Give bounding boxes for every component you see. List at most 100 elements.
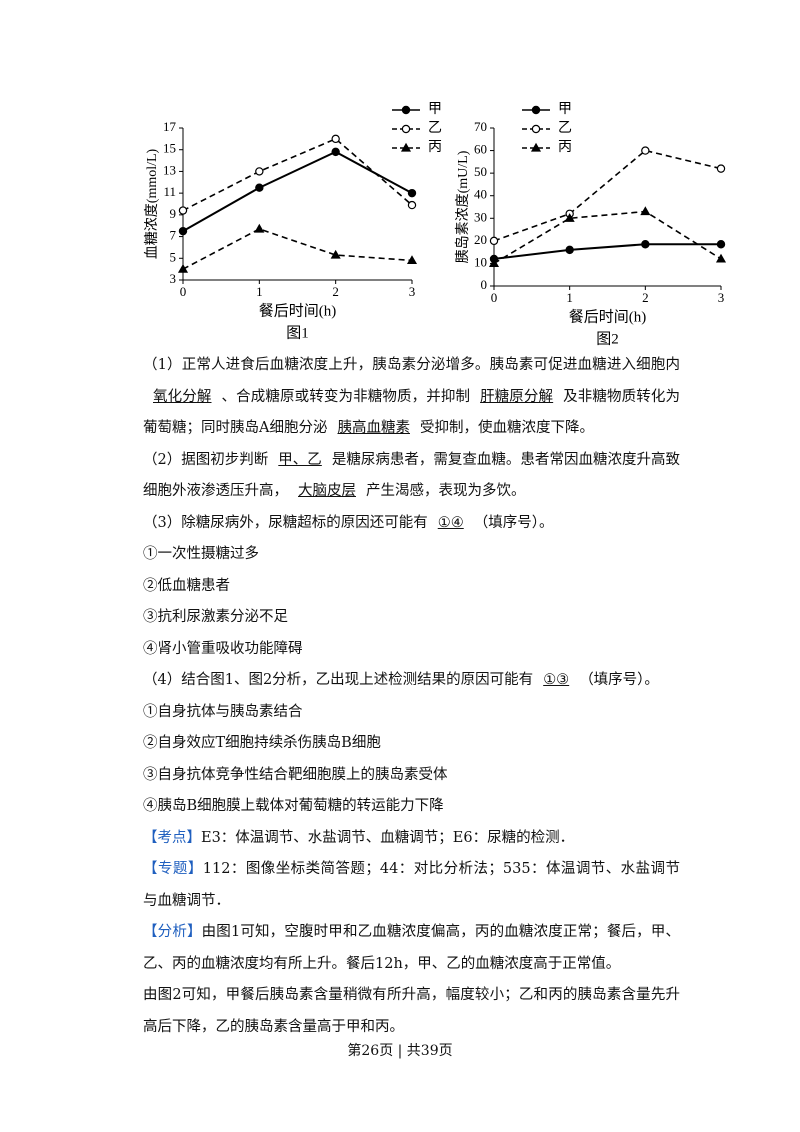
marker [331,134,340,144]
x-tick-label: 3 [409,284,416,299]
paragraph: （1）正常人进食后血糖浓度上升，胰岛素分泌增多。胰岛素可促进血糖进入细胞内氧化分… [143,350,680,445]
caption: 图1 [286,324,309,341]
text: 112：图像坐标类简答题；44：对比分析法；535：体温调节、水盐调节与血糖调节… [143,861,681,909]
x-axis-label: 餐后时间(h) [569,308,647,325]
marker [489,236,499,246]
legend-label: 乙 [558,120,572,136]
answer: 大脑皮层 [298,483,356,499]
option: ③抗利尿激素分泌不足 [143,609,288,625]
paragraph: 【专题】112：图像坐标类简答题；44：对比分析法；535：体温调节、水盐调节与… [143,854,680,917]
y-tick-label: 9 [170,206,177,221]
x-tick-label: 1 [566,290,573,305]
text: 、合成糖原或转变为非糖物质，并抑制 [221,388,471,405]
option: ①自身抗体与胰岛素结合 [143,703,303,720]
footer: 第26页 | 共39页 [347,1043,453,1059]
paragraph: （2）据图初步判断 甲、乙 是糖尿病患者，需复查血糖。患者常因血糖浓度升高致细胞外液… [143,445,680,508]
x-tick-label: 0 [491,290,498,305]
answer: ①④ [437,514,464,531]
text: （4）结合图1、图2分析，乙出现上述检测结果的原因可能有 [143,672,534,688]
x-tick-label: 2 [642,290,649,305]
option: ①一次性摄糖过多 [143,546,259,562]
answer: 甲、乙 [278,451,322,468]
legend-label: 丙 [428,140,442,155]
y-tick-label: 30 [474,209,487,224]
x-tick-label: 1 [256,284,263,299]
marker [255,183,264,192]
x-tick-label: 3 [718,290,725,305]
option: ②自身效应T细胞持续杀伤胰岛B细胞 [143,735,381,751]
marker [716,240,726,249]
y-axis-label: 血糖浓度(mmol/L) [144,148,160,259]
y-axis-label: 胰岛素浓度(mU/L) [455,150,471,263]
series-line [493,210,722,265]
y-tick-label: 40 [474,187,487,202]
series-line [182,137,413,212]
marker [640,206,651,216]
legend-label: 甲 [558,102,572,117]
answer: 氧化分解 [153,388,212,405]
marker [330,249,341,259]
marker [254,223,265,233]
legend-marker [401,105,411,115]
paragraph: （4）结合图1、图2分析，乙出现上述检测结果的原因可能有 ①③ （填序号）。 [143,665,680,697]
series-line [493,149,722,242]
legend-label: 乙 [428,120,442,136]
marker [331,147,340,157]
document-body: （1）正常人进食后血糖浓度上升，胰岛素分泌增多。胰岛素可促进血糖进入细胞内氧化分… [143,350,680,1043]
x-tick-label: 2 [332,284,339,299]
legend-marker [530,142,542,152]
y-tick-label: 50 [474,164,487,179]
marker [177,263,189,273]
marker [407,200,417,210]
tag: 【专题】 [143,861,203,877]
marker [641,146,650,155]
paragraph: 【考点】E3：体温调节、水盐调节、血糖调节；E6：尿糖的检测． [143,823,680,855]
option: ④肾小管重吸收功能障碍 [143,640,303,657]
option: ②低血糖患者 [143,577,230,594]
text: 及非糖物质转化为葡萄糖；同时胰岛A细胞分泌 [143,388,681,437]
text: 由图1可知，空腹时甲和乙血糖浓度偏高，丙的血糖浓度正常；餐后，甲、乙、丙的血糖浓… [143,924,680,972]
legend-marker [401,124,411,134]
series-line [493,243,721,260]
paragraph: 【分析】由图1可知，空腹时甲和乙血糖浓度偏高，丙的血糖浓度正常；餐后，甲、乙、丙… [143,917,680,980]
text: E3：体温调节、水盐调节、血糖调节；E6：尿糖的检测． [201,829,575,846]
legend-label: 丙 [558,140,572,155]
marker [178,206,188,215]
y-tick-label: 60 [474,142,487,157]
option: ④胰岛B细胞膜上载体对葡萄糖的转运能力下降 [143,798,444,814]
option: ③自身抗体竞争性结合靶细胞膜上的胰岛素受体 [143,766,448,783]
legend-label: 甲 [428,102,442,117]
y-tick-label: 11 [163,184,176,199]
marker [407,188,417,198]
legend-marker [531,124,541,134]
text: （2）据图初步判断 [143,451,269,468]
series-line [182,228,413,270]
marker [178,226,188,236]
y-tick-label: 0 [481,277,488,292]
text: 产生渴感，表现为多饮。 [366,483,526,499]
marker [565,245,574,255]
tag: 【分析】 [143,924,202,940]
y-tick-label: 17 [163,119,177,134]
marker [255,167,264,176]
series-line [182,150,413,233]
answer: ①③ [543,672,570,688]
paragraph: （3）除糖尿病外，尿糖超标的原因还可能有 ①④ （填序号）。 [143,508,680,540]
y-tick-label: 70 [474,119,487,134]
legend-marker [531,105,541,115]
legend-marker [400,142,412,152]
marker [716,164,726,173]
caption: 图2 [596,330,619,347]
y-tick-label: 15 [163,141,176,156]
text: 受抑制，使血糖浓度下降。 [419,420,594,436]
tag: 【考点】 [143,829,201,846]
y-tick-label: 5 [170,249,177,264]
text: 是糖尿病患者，需复查血糖。患者常因血糖浓度升高致细胞外液渗透压升高， [143,451,681,500]
text: （3）除糖尿病外，尿糖超标的原因还可能有 [143,514,428,531]
answer: 胰高血糖素 [337,420,410,436]
marker [641,240,650,249]
marker [715,253,727,263]
